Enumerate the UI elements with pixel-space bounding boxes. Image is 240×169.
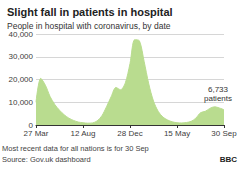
svg-text:Slight fall in patients in hos: Slight fall in patients in hospital <box>7 6 173 18</box>
svg-text:40,000: 40,000 <box>9 30 34 39</box>
svg-text:27 Mar: 27 Mar <box>24 129 49 138</box>
svg-text:BBC: BBC <box>220 155 238 164</box>
svg-text:15 May: 15 May <box>164 129 190 138</box>
svg-text:Most recent data for all natio: Most recent data for all nations is for … <box>2 144 149 153</box>
svg-text:20,000: 20,000 <box>9 75 34 84</box>
svg-text:30,000: 30,000 <box>9 52 34 61</box>
svg-text:Source: Gov.uk dashboard: Source: Gov.uk dashboard <box>2 155 91 164</box>
svg-text:10,000: 10,000 <box>9 98 34 107</box>
svg-text:0: 0 <box>28 120 33 130</box>
svg-text:28 Dec: 28 Dec <box>117 129 142 138</box>
svg-text:patients: patients <box>204 94 232 103</box>
svg-text:People in hospital with corona: People in hospital with coronavirus, by … <box>7 21 171 31</box>
svg-text:12 Aug: 12 Aug <box>71 129 96 138</box>
svg-text:6,733: 6,733 <box>208 85 229 94</box>
svg-text:30 Sep: 30 Sep <box>211 129 237 138</box>
